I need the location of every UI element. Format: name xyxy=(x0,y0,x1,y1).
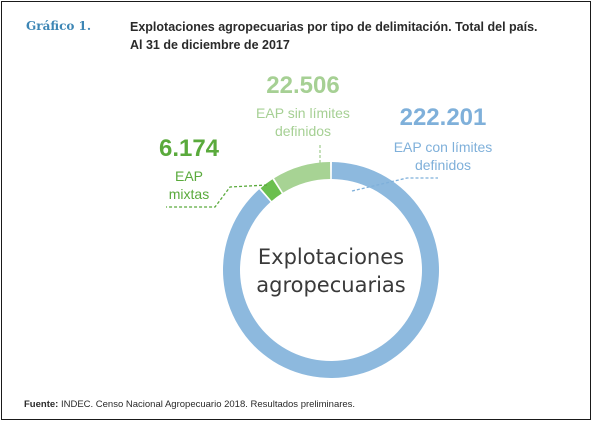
leader-lines xyxy=(166,145,438,208)
slice-value-label-1: 222.201 xyxy=(400,104,487,131)
donut-slice-1 xyxy=(222,162,439,378)
slice-category-label-1-1: EAP con límites xyxy=(394,139,493,155)
donut-slice-3 xyxy=(274,162,331,193)
slice-category-label-2-2: mixtas xyxy=(169,186,209,202)
source-prefix: Fuente: xyxy=(24,399,59,410)
donut-slices xyxy=(222,162,439,378)
center-label-line-2: agropecuarias xyxy=(256,273,405,297)
center-label-line-1: Explotaciones xyxy=(258,245,404,269)
source-note: Fuente: INDEC. Censo Nacional Agropecuar… xyxy=(24,399,355,410)
slice-value-label-3: 22.506 xyxy=(266,72,339,99)
slice-labels: 222.201 EAP con límites definidos 6.174 EAP m… xyxy=(159,72,492,202)
figure-title-line-2: Al 31 de diciembre de 2017 xyxy=(130,38,290,52)
slice-category-label-1-2: definidos xyxy=(415,157,471,173)
figure-label: Gráfico 1. xyxy=(26,19,92,33)
figure-title: Explotaciones agropecuarias por tipo de … xyxy=(130,18,570,54)
slice-category-label-2-1: EAP xyxy=(175,168,203,184)
slice-category-label-3-2: definidos xyxy=(275,123,331,139)
leader-line-2 xyxy=(166,184,268,208)
leader-line-1 xyxy=(351,177,438,192)
slice-value-label-2: 6.174 xyxy=(159,135,220,162)
slice-category-label-3-1: EAP sin límites xyxy=(256,105,350,121)
center-label: Explotaciones agropecuarias xyxy=(256,245,405,297)
source-text: INDEC. Censo Nacional Agropecuario 2018.… xyxy=(58,399,356,410)
figure-title-line-1: Explotaciones agropecuarias por tipo de … xyxy=(130,20,538,34)
